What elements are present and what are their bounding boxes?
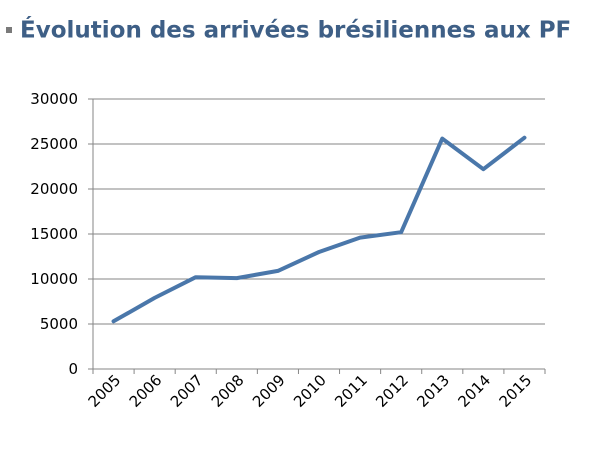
x-tick-label: 2011 — [331, 371, 371, 411]
title-bullet — [6, 27, 12, 33]
x-tick-label: 2012 — [372, 371, 412, 411]
x-tick-label: 2010 — [290, 371, 330, 411]
data-line — [111, 135, 527, 324]
x-tick-label: 2013 — [413, 371, 453, 411]
x-tick-label: 2015 — [496, 371, 536, 411]
chart-title: Évolution des arrivées brésiliennes aux … — [20, 16, 571, 44]
y-tick-label: 0 — [68, 360, 78, 378]
y-tick-label: 10000 — [30, 270, 78, 288]
x-tick-label: 2014 — [454, 371, 494, 411]
y-tick-label: 20000 — [30, 180, 78, 198]
x-tick-label: 2008 — [208, 371, 248, 411]
y-tick-label: 30000 — [30, 90, 78, 108]
x-tick-label: 2006 — [126, 371, 166, 411]
y-tick-label: 5000 — [40, 315, 78, 333]
x-tick-label: 2007 — [167, 371, 207, 411]
y-tick-label: 15000 — [30, 225, 78, 243]
x-tick-label: 2005 — [85, 371, 125, 411]
y-tick-label: 25000 — [30, 135, 78, 153]
x-tick-label: 2009 — [249, 371, 289, 411]
